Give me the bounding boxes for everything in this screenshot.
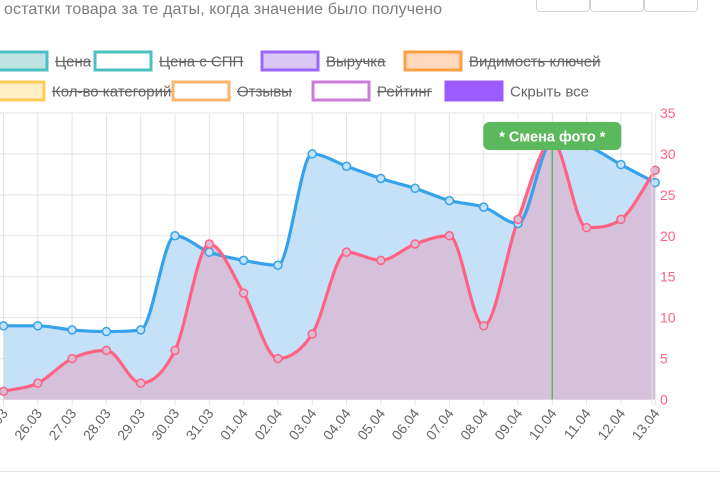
top-control-button-1[interactable]: [536, 0, 590, 12]
legend-item[interactable]: Выручка: [260, 50, 386, 72]
y-tick-label: 5: [660, 351, 668, 367]
data-point[interactable]: [650, 177, 660, 188]
y-tick-label: 15: [660, 269, 676, 285]
data-point[interactable]: [478, 321, 489, 331]
legend-item[interactable]: Видимость ключей: [403, 50, 601, 72]
data-point[interactable]: [341, 161, 352, 171]
data-point[interactable]: [410, 183, 420, 194]
data-point[interactable]: [307, 329, 317, 339]
data-point[interactable]: [135, 378, 146, 388]
data-point[interactable]: [67, 325, 77, 335]
legend-item[interactable]: Отзывы: [171, 80, 292, 102]
x-tick-label: 05.04: [354, 405, 388, 443]
x-axis: 25.03 26.03 27.03 28.03 29.03 30.03 31.03 01.04…: [0, 405, 663, 443]
annotation-label: * Смена фото *: [483, 122, 622, 150]
data-point[interactable]: [410, 239, 420, 249]
data-point[interactable]: [238, 255, 249, 266]
x-tick-label: 28.03: [80, 405, 114, 443]
y-tick-label: 25: [660, 187, 676, 203]
data-point[interactable]: [170, 231, 180, 241]
data-point[interactable]: [33, 378, 43, 388]
legend-swatch: [403, 50, 463, 72]
x-tick-label: 04.04: [320, 405, 354, 443]
series-line-0: [3, 140, 656, 334]
annotation-box: [483, 122, 622, 150]
legend-item[interactable]: Скрыть все: [444, 80, 589, 102]
x-tick-label: 01.04: [217, 405, 251, 443]
annotation-text: * Смена фото *: [499, 130, 606, 146]
data-point[interactable]: [616, 214, 626, 225]
legend-swatch: [0, 50, 49, 72]
data-point[interactable]: [204, 247, 215, 257]
legend-item[interactable]: Кол-во категорий: [0, 80, 172, 102]
data-point[interactable]: [444, 231, 455, 241]
data-point[interactable]: [273, 260, 283, 271]
y-tick-label: 10: [660, 310, 676, 326]
x-tick-label: 12.04: [594, 405, 628, 443]
legend-swatch: [171, 80, 231, 102]
legend-item[interactable]: Рейтинг: [311, 80, 433, 102]
x-tick-label: 30.03: [148, 405, 182, 443]
x-tick-label: 31.03: [182, 405, 216, 443]
data-point[interactable]: [478, 202, 489, 212]
x-tick-label: 29.03: [114, 405, 148, 443]
series-areas: [3, 141, 656, 400]
data-point[interactable]: [513, 214, 523, 225]
x-tick-label: 02.04: [251, 405, 285, 443]
data-point[interactable]: [0, 386, 9, 397]
data-point[interactable]: [238, 288, 249, 298]
y-axis: 0 5 10 15 20 25 30 35: [651, 105, 676, 408]
top-control-button-2[interactable]: [590, 0, 644, 12]
legend-swatch: [311, 80, 371, 102]
y-tick-label: 20: [660, 228, 676, 244]
data-point[interactable]: [616, 159, 626, 170]
data-point[interactable]: [33, 321, 43, 331]
data-point[interactable]: [67, 353, 77, 364]
data-point[interactable]: [444, 195, 455, 206]
x-tick-label: 07.04: [423, 405, 457, 443]
x-tick-label: 25.03: [0, 405, 11, 443]
x-tick-label: 06.04: [388, 405, 422, 443]
data-point[interactable]: [376, 255, 386, 266]
legend-item[interactable]: Цена с СПП: [93, 50, 244, 72]
stock-note: остатки товара за те даты, когда значени…: [4, 1, 443, 18]
legend-label: Скрыть все: [510, 84, 589, 101]
data-point[interactable]: [101, 345, 112, 356]
data-point[interactable]: [204, 239, 215, 249]
legend-swatch: [444, 80, 504, 102]
x-tick-label: 27.03: [45, 405, 79, 443]
x-tick-label: 11.04: [560, 405, 594, 442]
legend-item[interactable]: Цена: [0, 50, 92, 72]
legend-swatch: [260, 50, 320, 72]
legend-swatch: [0, 80, 46, 102]
series-area-1: [3, 141, 656, 400]
top-control-button-3[interactable]: [644, 0, 698, 12]
data-point[interactable]: [650, 165, 660, 176]
panel-bottom-border: [0, 471, 720, 472]
data-point[interactable]: [273, 353, 283, 364]
y-tick-label: 30: [660, 146, 676, 162]
x-tick-label: 10.04: [525, 405, 559, 443]
chart-legend: Цена Цена с СПП Выручка Видимость ключей Кол…: [0, 50, 601, 102]
data-point[interactable]: [0, 321, 9, 331]
data-point[interactable]: [581, 222, 592, 233]
y-tick-label: 0: [660, 392, 668, 408]
data-point[interactable]: [101, 326, 112, 337]
y-tick-label: 35: [660, 105, 676, 121]
x-tick-label: 13.04: [628, 405, 662, 443]
x-tick-label: 03.04: [285, 405, 319, 443]
legend-swatch: [93, 50, 153, 72]
x-tick-label: 26.03: [11, 405, 45, 443]
data-point[interactable]: [307, 149, 317, 159]
x-tick-label: 09.04: [491, 405, 525, 443]
data-point[interactable]: [135, 325, 146, 335]
data-point[interactable]: [170, 345, 180, 356]
data-point[interactable]: [341, 247, 352, 257]
x-tick-label: 08.04: [457, 405, 491, 443]
series-points: [0, 136, 660, 397]
data-point[interactable]: [376, 173, 386, 184]
